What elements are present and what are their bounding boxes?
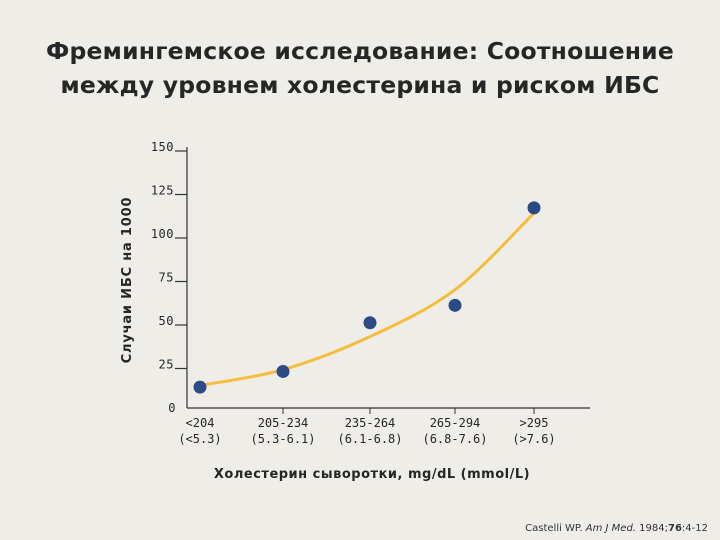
y-tick-label: 100 xyxy=(151,227,174,241)
trendline-group xyxy=(198,211,536,387)
y-ticks: 0 25 50 75 100 125 150 xyxy=(151,140,187,415)
chart-title: Фремингемское исследование: Соотношение … xyxy=(0,34,720,102)
y-tick-label: 50 xyxy=(159,314,174,328)
citation-year: 1984; xyxy=(639,523,668,534)
x-tick-sublabel: (>7.6) xyxy=(512,432,555,446)
y-tick-label: 0 xyxy=(168,401,176,415)
data-point xyxy=(527,201,541,215)
chart-axes xyxy=(186,147,590,409)
y-tick-label: 150 xyxy=(151,140,174,154)
data-point xyxy=(363,316,377,330)
y-tick-label: 25 xyxy=(159,358,174,372)
y-axis-label: Случаи ИБС на 1000 xyxy=(120,197,135,364)
citation-journal: Am J Med. xyxy=(585,523,636,534)
x-tick-label: <204 xyxy=(186,416,215,430)
chart-title-line-1: Фремингемское исследование: Соотношение xyxy=(46,37,674,65)
x-tick-sublabel: (6.8-7.6) xyxy=(422,432,487,446)
data-point xyxy=(193,380,207,394)
x-tick-sublabel: (<5.3) xyxy=(178,432,221,446)
citation-author: Castelli WP. xyxy=(525,523,583,534)
y-tick-label: 75 xyxy=(159,271,174,285)
x-tick-label: >295 xyxy=(520,416,549,430)
trendline xyxy=(198,211,536,387)
data-points xyxy=(193,201,541,394)
data-point xyxy=(448,298,462,312)
x-tick-sublabel: (6.1-6.8) xyxy=(337,432,402,446)
y-tick-label: 125 xyxy=(151,184,174,198)
x-tick-label: 205-234 xyxy=(258,416,309,430)
x-tick-labels: <204 (<5.3) 205-234 (5.3-6.1) 235-264 (6.1-6.… xyxy=(178,408,556,446)
x-tick-sublabel: (5.3-6.1) xyxy=(250,432,315,446)
citation: Castelli WP. Am J Med. 1984;76:4-12 xyxy=(525,523,708,534)
citation-volume: 76 xyxy=(668,523,682,534)
citation-pages: :4-12 xyxy=(681,523,708,534)
x-tick-label: 235-264 xyxy=(345,416,396,430)
x-tick-label: 265-294 xyxy=(430,416,481,430)
chart-title-line-2: между уровнем холестерина и риском ИБС xyxy=(60,71,660,99)
x-axis-label: Холестерин сыворотки, mg/dL (mmol/L) xyxy=(214,467,530,482)
data-point xyxy=(276,364,290,378)
